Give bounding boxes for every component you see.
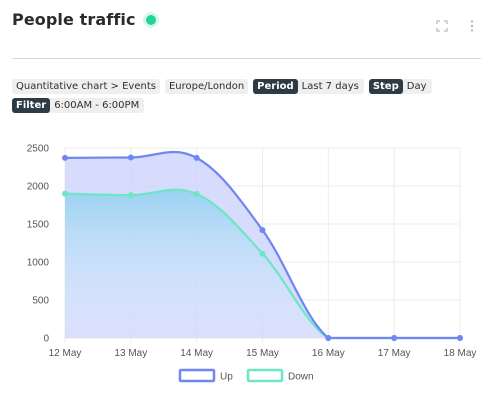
legend-swatch-up[interactable] [178, 368, 216, 383]
x-tick-label: 17 May [378, 348, 411, 359]
live-status-dot [145, 14, 156, 25]
period-tag: Period [253, 79, 298, 94]
filter-row-1: Quantitative chart > Events Europe/Londo… [12, 79, 482, 94]
down-data-point [193, 190, 200, 197]
card-title: People traffic [12, 10, 136, 29]
down-data-point [62, 190, 68, 197]
filter-row-2: Filter 6:00AM - 6:00PM [12, 98, 482, 113]
up-data-point [127, 154, 134, 161]
timezone-chip[interactable]: Europe/London [164, 79, 249, 94]
x-tick-label: 16 May [312, 348, 345, 359]
breadcrumb-chip[interactable]: Quantitative chart > Events [12, 79, 160, 94]
up-data-point [391, 335, 398, 341]
header-divider [12, 58, 481, 59]
legend-label-down: Down [288, 372, 314, 383]
down-data-point [259, 250, 266, 257]
fullscreen-icon[interactable] [436, 20, 448, 32]
y-tick-label: 1500 [27, 220, 50, 231]
filter-bar: Quantitative chart > Events Europe/Londo… [12, 79, 482, 117]
y-tick-label: 500 [32, 296, 49, 307]
period-chip[interactable]: Period Last 7 days [253, 79, 364, 94]
y-tick-label: 2000 [27, 182, 50, 193]
down-data-point [127, 192, 134, 199]
legend-swatch-down[interactable] [246, 368, 284, 383]
legend-label-up: Up [220, 372, 233, 383]
step-tag: Step [368, 79, 403, 94]
up-data-point [325, 335, 332, 341]
x-tick-label: 14 May [180, 348, 213, 359]
x-tick-label: 12 May [49, 348, 82, 359]
up-data-point [259, 227, 266, 234]
filter-tag: Filter [12, 98, 51, 113]
more-vertical-icon[interactable] [466, 20, 478, 32]
y-tick-label: 0 [43, 334, 49, 345]
filter-value: 6:00AM - 6:00PM [54, 100, 140, 111]
time-filter-chip[interactable]: Filter 6:00AM - 6:00PM [12, 98, 145, 113]
x-tick-label: 13 May [114, 348, 147, 359]
up-data-point [193, 154, 200, 161]
y-tick-label: 2500 [27, 144, 50, 155]
x-tick-label: 15 May [246, 348, 279, 359]
up-data-point [457, 335, 463, 341]
card-actions [436, 20, 478, 32]
x-tick-label: 18 May [444, 348, 477, 359]
step-chip[interactable]: Step Day [368, 79, 432, 94]
period-value: Last 7 days [301, 81, 359, 92]
y-tick-label: 1000 [27, 258, 50, 269]
down-area [65, 189, 460, 338]
step-value: Day [406, 81, 427, 92]
card-header: People traffic [12, 10, 156, 29]
up-data-point [62, 154, 68, 161]
